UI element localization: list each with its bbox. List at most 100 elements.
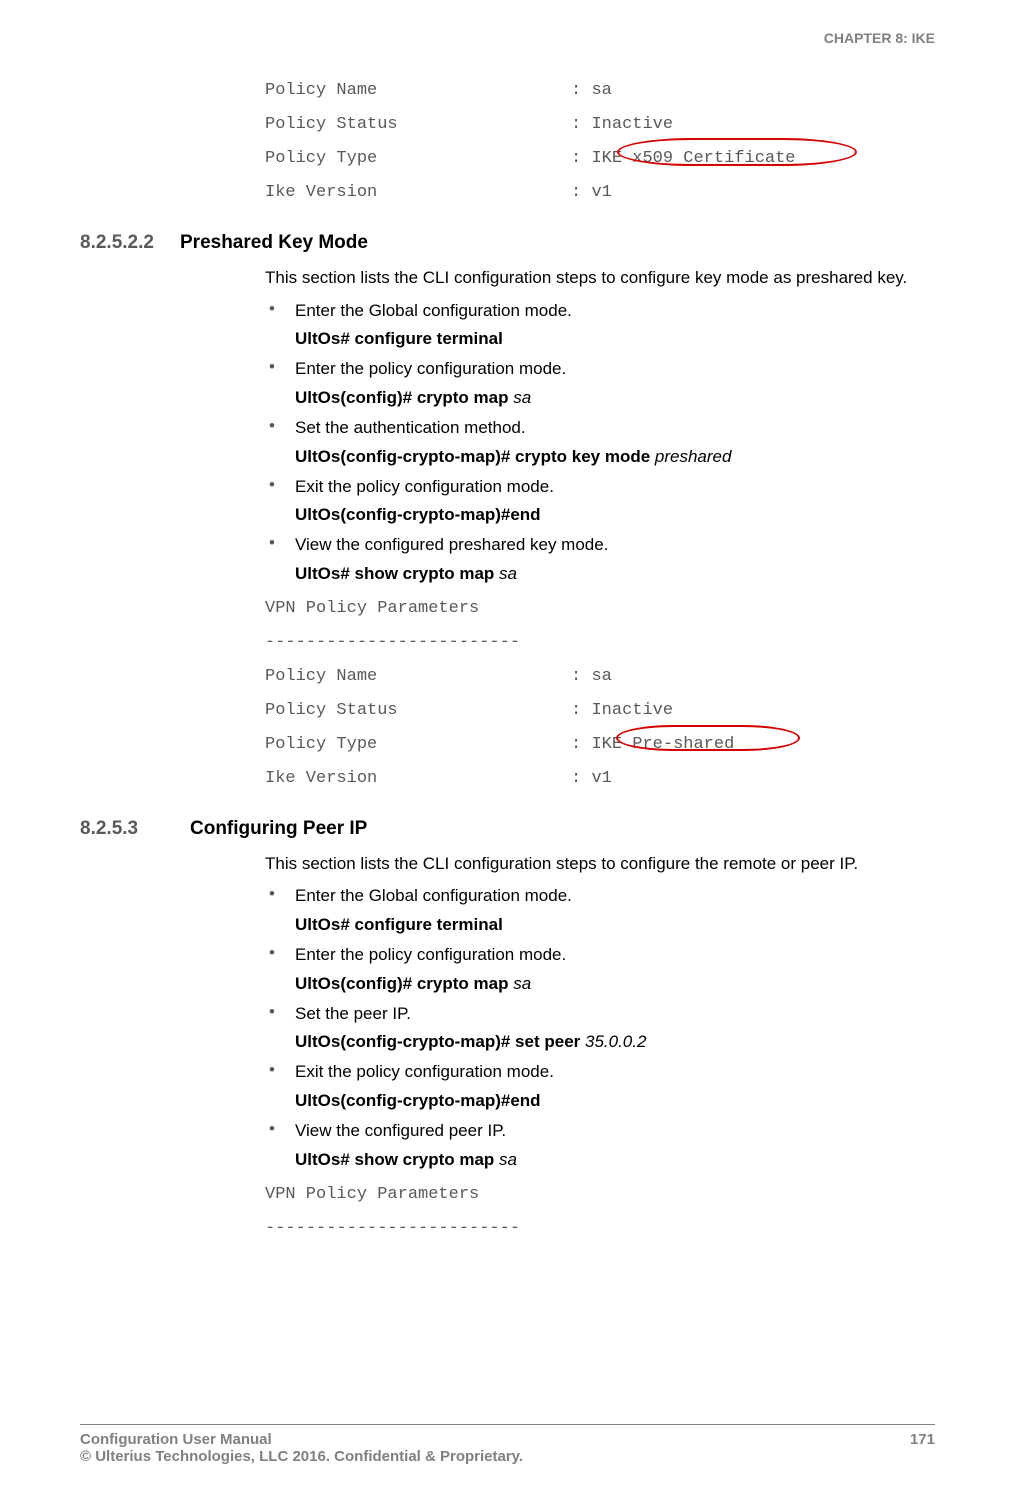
- bullet-icon: •: [265, 1060, 295, 1085]
- cmd-bold: UltOs(config-crypto-map)# set peer: [295, 1032, 585, 1051]
- cmd-italic: sa: [499, 564, 517, 583]
- bullet-icon: •: [265, 475, 295, 500]
- bullet-text: View the configured preshared key mode.: [295, 533, 608, 558]
- intro-text: This section lists the CLI configuration…: [265, 852, 935, 877]
- output-row: Policy Name : sa: [265, 74, 935, 108]
- row-value: IKE Pre-shared: [591, 735, 734, 754]
- bullet-text: View the configured peer IP.: [295, 1119, 506, 1144]
- row-value: Inactive: [591, 115, 673, 134]
- output-row: Ike Version : v1: [265, 762, 935, 796]
- command-line: UltOs(config-crypto-map)# set peer 35.0.…: [295, 1032, 935, 1052]
- row-label: Ike Version: [265, 769, 377, 788]
- bullet-icon: •: [265, 416, 295, 441]
- command-line: UltOs(config-crypto-map)#end: [295, 505, 935, 525]
- bullet-text: Enter the policy configuration mode.: [295, 357, 566, 382]
- section-heading: 8.2.5.3 Configuring Peer IP: [80, 818, 935, 840]
- bullet-item: • View the configured preshared key mode…: [265, 533, 935, 558]
- top-output-block: Policy Name : sa Policy Status : Inactiv…: [265, 74, 935, 210]
- bullet-item: • Set the peer IP.: [265, 1002, 935, 1027]
- cmd-bold: UltOs# show crypto map: [295, 564, 499, 583]
- bullet-icon: •: [265, 943, 295, 968]
- row-value: v1: [591, 769, 611, 788]
- cmd-bold: UltOs(config-crypto-map)#end: [295, 1091, 541, 1110]
- command-line: UltOs(config)# crypto map sa: [295, 388, 935, 408]
- bullet-item: • Enter the policy configuration mode.: [265, 943, 935, 968]
- cmd-italic: 35.0.0.2: [585, 1032, 646, 1051]
- command-line: UltOs# configure terminal: [295, 329, 935, 349]
- row-value: v1: [591, 183, 611, 202]
- cmd-bold: UltOs(config-crypto-map)# crypto key mod…: [295, 447, 655, 466]
- section-title: Configuring Peer IP: [190, 818, 367, 840]
- cmd-italic: sa: [499, 1150, 517, 1169]
- output-divider: -------------------------: [265, 1212, 935, 1246]
- command-line: UltOs(config)# crypto map sa: [295, 974, 935, 994]
- row-value: Inactive: [591, 701, 673, 720]
- bullet-text: Set the authentication method.: [295, 416, 526, 441]
- footer-manual-title: Configuration User Manual: [80, 1431, 523, 1448]
- cmd-italic: sa: [513, 974, 531, 993]
- cmd-bold: UltOs# show crypto map: [295, 1150, 499, 1169]
- row-label: Ike Version: [265, 183, 377, 202]
- output-divider: -------------------------: [265, 626, 935, 660]
- row-label: Policy Type: [265, 735, 377, 754]
- footer-left: Configuration User Manual © Ulterius Tec…: [80, 1431, 523, 1465]
- bullet-item: • Set the authentication method.: [265, 416, 935, 441]
- bullet-text: Enter the Global configuration mode.: [295, 884, 572, 909]
- row-label: Policy Name: [265, 667, 377, 686]
- section1-content: This section lists the CLI configuration…: [265, 266, 935, 796]
- row-label: Policy Type: [265, 149, 377, 168]
- section-heading: 8.2.5.2.2 Preshared Key Mode: [80, 232, 935, 254]
- command-line: UltOs# show crypto map sa: [295, 1150, 935, 1170]
- cmd-italic: sa: [513, 388, 531, 407]
- section-number: 8.2.5.3: [80, 818, 190, 840]
- output-row: Policy Type : IKE Pre-shared: [265, 728, 935, 762]
- bullet-icon: •: [265, 357, 295, 382]
- bullet-item: • Enter the Global configuration mode.: [265, 299, 935, 324]
- cmd-bold: UltOs# configure terminal: [295, 329, 503, 348]
- row-label: Policy Status: [265, 115, 398, 134]
- cmd-bold: UltOs(config)# crypto map: [295, 974, 513, 993]
- cmd-italic: preshared: [655, 447, 732, 466]
- bullet-text: Exit the policy configuration mode.: [295, 475, 554, 500]
- command-line: UltOs# show crypto map sa: [295, 564, 935, 584]
- bullet-item: • Enter the Global configuration mode.: [265, 884, 935, 909]
- output-header: VPN Policy Parameters: [265, 1178, 935, 1212]
- bullet-icon: •: [265, 533, 295, 558]
- command-line: UltOs(config-crypto-map)#end: [295, 1091, 935, 1111]
- page-footer: Configuration User Manual © Ulterius Tec…: [80, 1424, 935, 1465]
- output-row: Policy Status : Inactive: [265, 694, 935, 728]
- section2-content: This section lists the CLI configuration…: [265, 852, 935, 1246]
- intro-text: This section lists the CLI configuration…: [265, 266, 935, 291]
- bullet-item: • Enter the policy configuration mode.: [265, 357, 935, 382]
- cmd-bold: UltOs# configure terminal: [295, 915, 503, 934]
- row-label: Policy Status: [265, 701, 398, 720]
- chapter-header: CHAPTER 8: IKE: [80, 30, 935, 46]
- output-header: VPN Policy Parameters: [265, 592, 935, 626]
- section-number: 8.2.5.2.2: [80, 232, 180, 254]
- output-row: Policy Status : Inactive: [265, 108, 935, 142]
- row-label: Policy Name: [265, 81, 377, 100]
- command-line: UltOs# configure terminal: [295, 915, 935, 935]
- cmd-bold: UltOs(config-crypto-map)#end: [295, 505, 541, 524]
- row-value: IKE x509 Certificate: [591, 149, 795, 168]
- output-row: Policy Type : IKE x509 Certificate: [265, 142, 935, 176]
- bullet-icon: •: [265, 299, 295, 324]
- bullet-icon: •: [265, 1119, 295, 1144]
- cmd-bold: UltOs(config)# crypto map: [295, 388, 513, 407]
- footer-copyright: © Ulterius Technologies, LLC 2016. Confi…: [80, 1448, 523, 1465]
- bullet-item: • View the configured peer IP.: [265, 1119, 935, 1144]
- output-row: Ike Version : v1: [265, 176, 935, 210]
- bullet-item: • Exit the policy configuration mode.: [265, 475, 935, 500]
- bullet-icon: •: [265, 884, 295, 909]
- command-line: UltOs(config-crypto-map)# crypto key mod…: [295, 447, 935, 467]
- footer-page-number: 171: [910, 1431, 935, 1465]
- row-value: sa: [591, 81, 611, 100]
- bullet-item: • Exit the policy configuration mode.: [265, 1060, 935, 1085]
- bullet-icon: •: [265, 1002, 295, 1027]
- row-value: sa: [591, 667, 611, 686]
- section-title: Preshared Key Mode: [180, 232, 368, 254]
- output-row: Policy Name : sa: [265, 660, 935, 694]
- bullet-text: Enter the Global configuration mode.: [295, 299, 572, 324]
- bullet-text: Set the peer IP.: [295, 1002, 411, 1027]
- bullet-text: Exit the policy configuration mode.: [295, 1060, 554, 1085]
